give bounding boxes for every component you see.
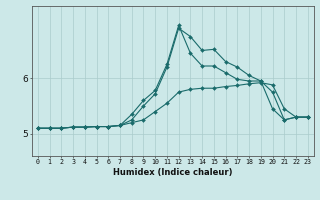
- X-axis label: Humidex (Indice chaleur): Humidex (Indice chaleur): [113, 168, 233, 177]
